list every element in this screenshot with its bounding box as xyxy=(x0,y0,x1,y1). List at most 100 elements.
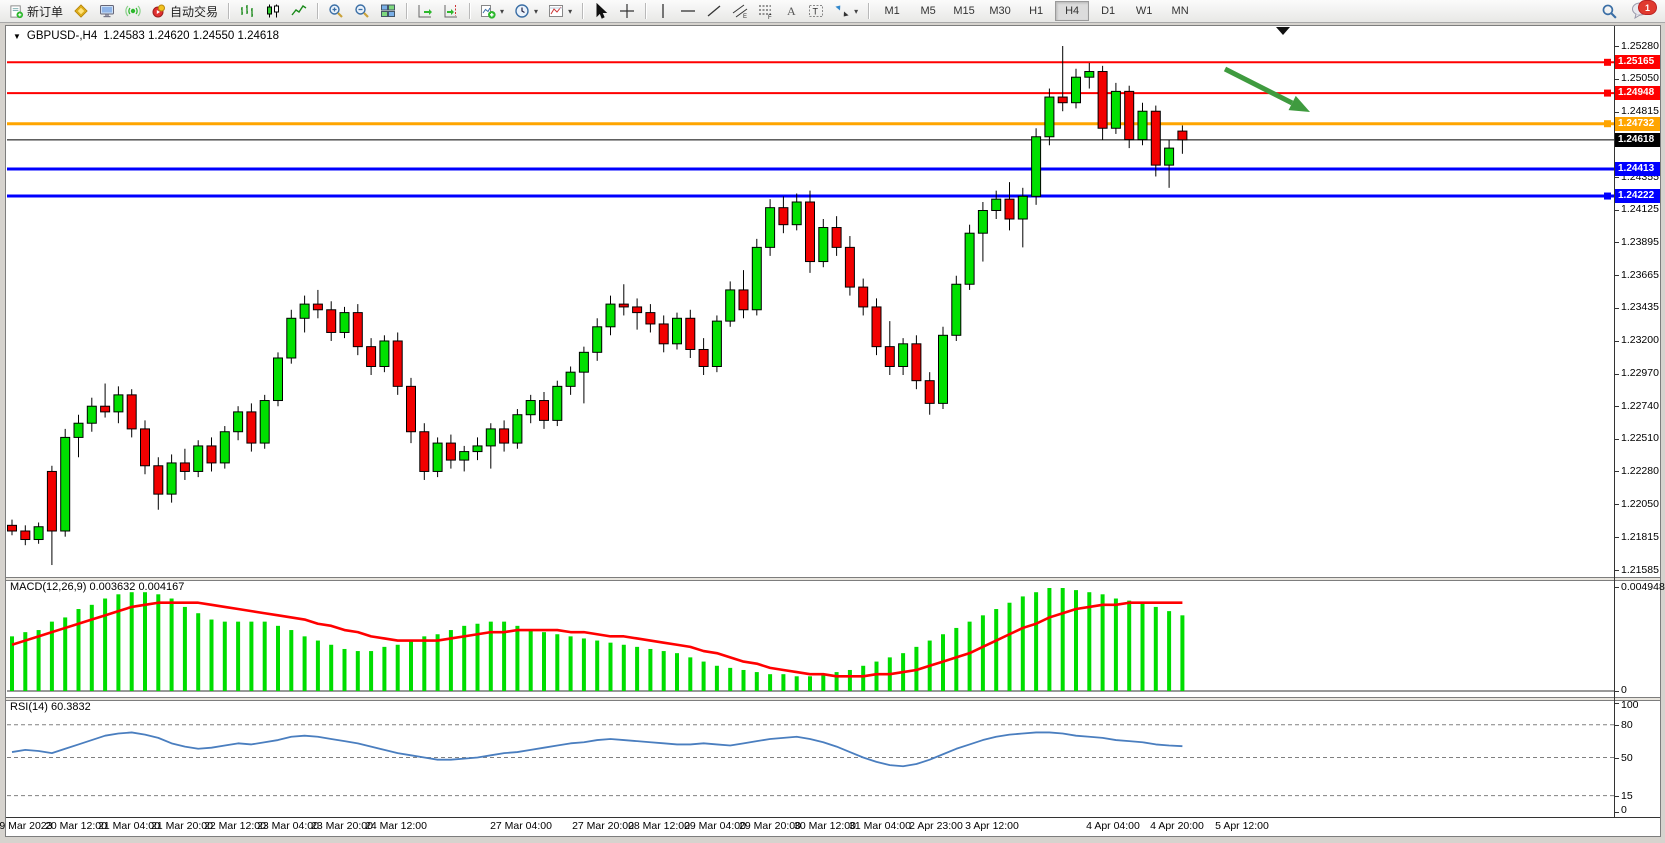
macd-histogram-bar xyxy=(169,598,174,691)
horizontal-line-tool-button[interactable] xyxy=(675,0,701,22)
macd-histogram-bar xyxy=(528,630,533,691)
tile-windows-icon xyxy=(380,3,396,19)
price-axis-tick xyxy=(1614,46,1619,47)
zoom-in-button[interactable] xyxy=(323,0,349,22)
candle xyxy=(259,394,270,449)
macd-histogram-bar xyxy=(143,592,147,691)
annotation-arrowhead[interactable] xyxy=(1288,95,1310,112)
new-order-button[interactable]: 新订单 xyxy=(4,0,68,22)
candle xyxy=(539,392,549,429)
line-handle[interactable] xyxy=(1604,120,1611,128)
chevron-down-icon: ▾ xyxy=(500,6,505,16)
chart-shift-button[interactable] xyxy=(438,0,464,22)
market-watch-button[interactable] xyxy=(68,0,94,22)
zoom-in-icon xyxy=(328,3,344,19)
candle xyxy=(977,201,988,262)
price-axis-label: 1.22050 xyxy=(1621,497,1659,510)
macd-histogram-bar xyxy=(23,632,28,691)
notifications-button[interactable]: 1 xyxy=(1631,0,1657,21)
add-indicator-button[interactable]: ▾ xyxy=(475,0,509,22)
candle xyxy=(565,366,576,395)
candle xyxy=(805,190,815,273)
macd-histogram-bar xyxy=(581,638,586,691)
crosshair-tool-button[interactable] xyxy=(614,0,640,22)
bar-chart-button[interactable] xyxy=(234,0,260,22)
rsi-value: 60.3832 xyxy=(50,701,91,713)
terminal-button[interactable] xyxy=(94,0,120,22)
time-axis-border xyxy=(6,817,1660,818)
candle xyxy=(1110,82,1121,134)
candle xyxy=(751,238,762,316)
candle xyxy=(140,420,150,475)
timeframe-m5[interactable]: M5 xyxy=(920,5,936,17)
cursor-tool-button[interactable] xyxy=(588,0,614,22)
fibonacci-tool-button[interactable]: F xyxy=(753,0,779,22)
timeframe-m30[interactable]: M30 xyxy=(989,5,1011,17)
candle xyxy=(1017,187,1028,248)
macd-histogram-bar xyxy=(222,621,227,691)
tile-windows-button[interactable] xyxy=(375,0,401,22)
rsi-chart-canvas[interactable] xyxy=(7,700,1614,817)
search-button[interactable] xyxy=(1596,0,1623,22)
toolbar-separator xyxy=(868,3,870,19)
timeframe-h4[interactable]: H4 xyxy=(1055,1,1090,21)
text-label-icon: T xyxy=(808,3,824,19)
macd-histogram-bar xyxy=(781,674,786,691)
auto-scroll-button[interactable] xyxy=(412,0,438,22)
main-chart-canvas[interactable] xyxy=(7,26,1614,577)
macd-histogram-bar xyxy=(488,621,493,691)
candle xyxy=(352,304,363,356)
macd-histogram-bar xyxy=(675,653,679,691)
new-order-icon xyxy=(9,4,24,19)
pane-splitter[interactable] xyxy=(6,697,1660,701)
price-axis-tick xyxy=(1614,78,1619,80)
line-handle[interactable] xyxy=(1604,58,1611,66)
price-axis-label: 1.22740 xyxy=(1621,399,1659,412)
candle xyxy=(1097,65,1108,140)
trendline-tool-button[interactable] xyxy=(701,0,727,22)
autotrade-button[interactable]: 自动交易 xyxy=(146,0,223,22)
channel-tool-button[interactable]: E xyxy=(727,0,753,22)
new-order-label: 新订单 xyxy=(27,4,64,19)
candle xyxy=(1031,128,1042,205)
line-handle[interactable] xyxy=(1604,89,1611,97)
candle xyxy=(711,315,722,373)
timeframe-w1[interactable]: W1 xyxy=(1135,5,1153,17)
macd-chart-canvas[interactable] xyxy=(7,580,1614,697)
macd-histogram-bar xyxy=(76,609,81,691)
signals-button[interactable] xyxy=(120,0,146,22)
time-axis-label: 20 Mar 12:00 xyxy=(45,820,107,832)
timeframe-m1[interactable]: M1 xyxy=(884,5,900,17)
templates-button[interactable]: ▾ xyxy=(543,0,577,22)
price-axis-label: 1.22970 xyxy=(1621,367,1659,380)
macd-histogram-bar xyxy=(1060,588,1065,691)
rsi-name: RSI(14) xyxy=(10,701,48,713)
macd-histogram-bar xyxy=(967,621,972,691)
candle xyxy=(339,306,350,339)
text-tool-button[interactable]: A xyxy=(779,0,803,22)
autotrade-label: 自动交易 xyxy=(170,4,219,19)
toolbar-separator xyxy=(228,3,230,19)
candlestick-chart-button[interactable] xyxy=(260,0,286,22)
price-axis-tick xyxy=(1614,340,1619,342)
price-axis-label: 1.23895 xyxy=(1621,235,1659,248)
macd-histogram-bar xyxy=(701,661,706,691)
line-handle[interactable] xyxy=(1604,192,1611,200)
arrows-tool-button[interactable]: ▾ xyxy=(829,0,863,22)
annotation-arrow[interactable] xyxy=(1223,66,1294,106)
pane-splitter[interactable] xyxy=(6,577,1660,581)
zoom-out-button[interactable] xyxy=(349,0,375,22)
timeframe-h1[interactable]: H1 xyxy=(1029,5,1044,17)
text-label-tool-button[interactable]: T xyxy=(803,0,829,22)
rsi-axis-tick xyxy=(1614,757,1619,759)
macd-histogram-bar xyxy=(342,648,347,691)
timeframe-m15[interactable]: M15 xyxy=(953,5,975,17)
line-chart-button[interactable] xyxy=(286,0,312,22)
macd-histogram-bar xyxy=(289,630,294,691)
candle xyxy=(552,380,563,427)
periods-button[interactable]: ▾ xyxy=(509,0,543,22)
timeframe-mn[interactable]: MN xyxy=(1171,5,1189,17)
timeframe-d1[interactable]: D1 xyxy=(1101,5,1116,17)
chevron-down-icon[interactable]: ▼ xyxy=(13,31,21,41)
vertical-line-tool-button[interactable] xyxy=(651,0,675,22)
